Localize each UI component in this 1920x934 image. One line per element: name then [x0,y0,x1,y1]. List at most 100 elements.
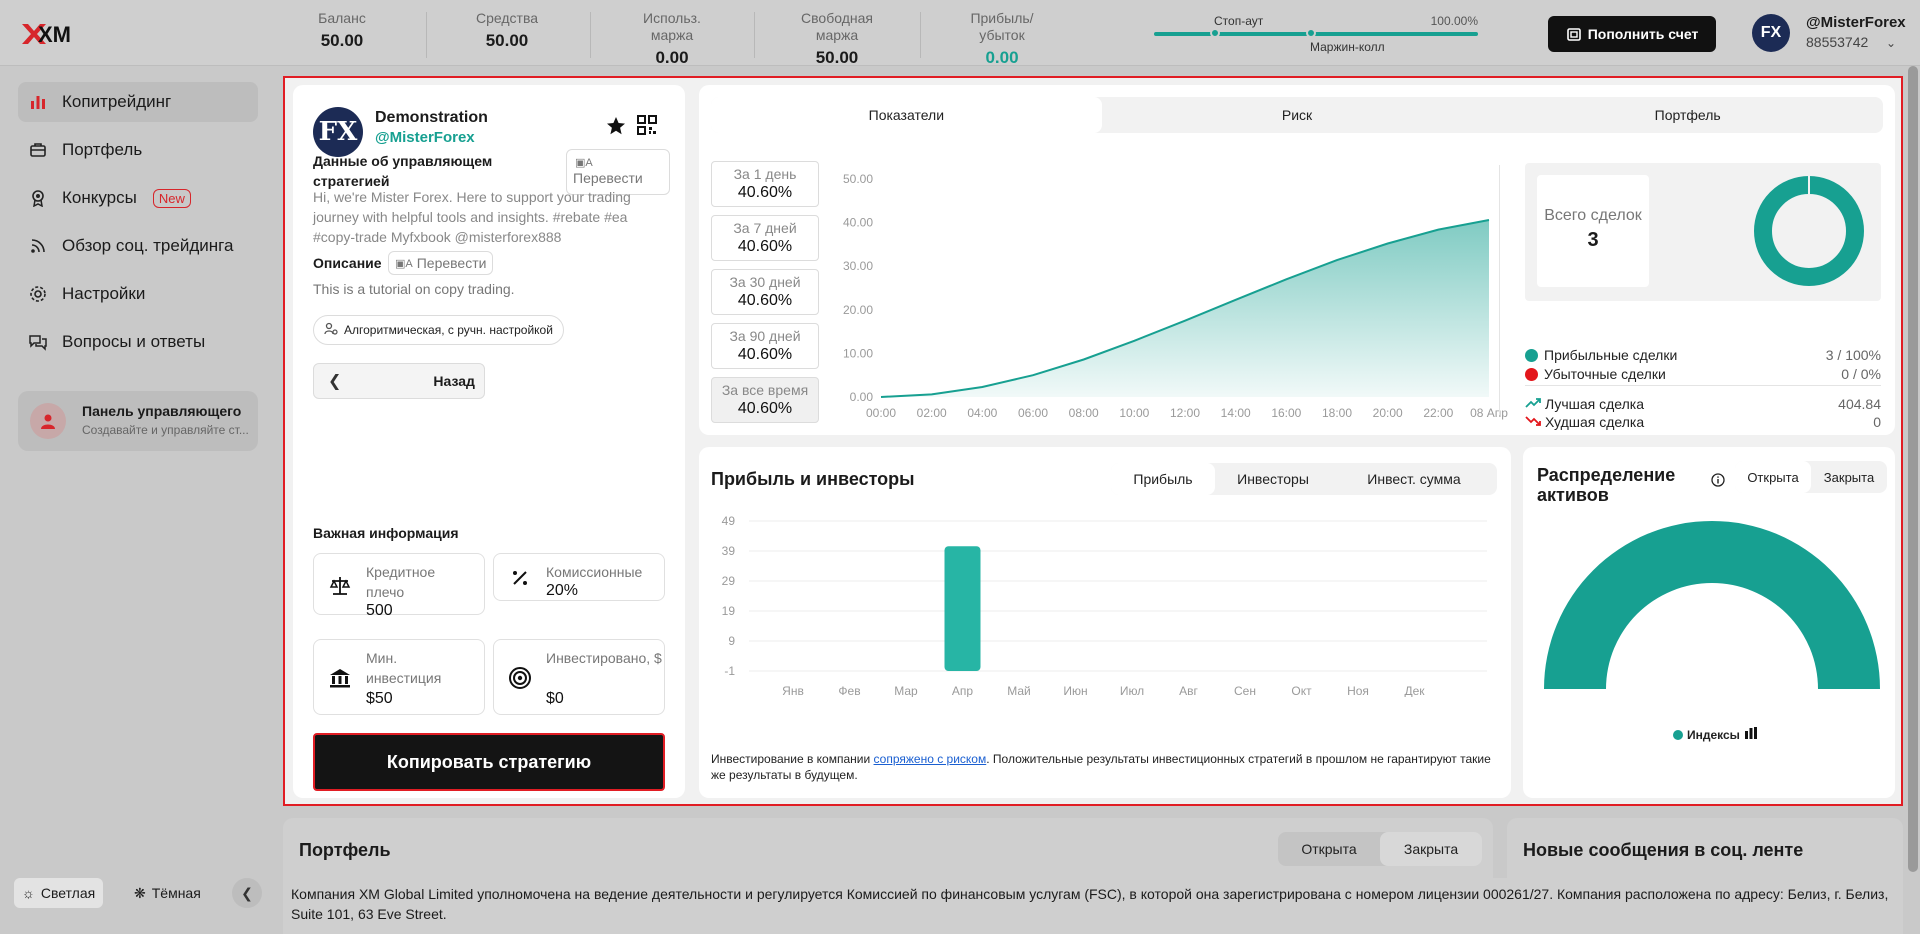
sidebar-item-faq[interactable]: Вопросы и ответы [18,322,258,362]
tab-open[interactable]: Открыта [1735,461,1811,493]
tab-indicators[interactable]: Показатели [711,97,1102,133]
sidebar-item-portfolio[interactable]: Портфель [18,130,258,170]
manager-user-icon [30,403,66,439]
x-tick-label: Мар [894,684,918,697]
description-label: Описание [313,255,382,271]
y-tick-label: 40.00 [843,216,873,230]
area-line [880,219,1490,398]
worst-deal-row: Худшая сделка 0 [1525,413,1881,431]
period-all-time[interactable]: За все время 40.60% [711,377,819,423]
x-tick-label: Дек [1404,684,1425,697]
info-icon[interactable] [1711,473,1725,487]
x-tick-label: Июн [1063,684,1087,697]
losing-deals-row: Убыточные сделки 0 / 0% [1525,365,1881,383]
x-tick-label: 16:00 [1271,406,1301,420]
sidebar-item-social-overview[interactable]: Обзор соц. трейдинга [18,226,258,266]
tab-investors[interactable]: Инвесторы [1237,471,1309,487]
page-scrollbar[interactable] [1908,66,1918,872]
sidebar-item-settings[interactable]: Настройки [18,274,258,314]
strategy-profile-card: FX Demonstration @MisterForex Данные об … [293,85,685,798]
back-button[interactable]: ❮ Назад [313,363,485,399]
equity-value: 50.00 [485,31,529,50]
tab-closed-positions[interactable]: Закрыта [1380,832,1482,866]
light-theme-label: Светлая [40,885,96,901]
risk-disclaimer: Инвестирование в компании сопряжено с ри… [711,751,1501,783]
invested-label: Инвестировано, $ [546,650,662,666]
allocation-gauge-chart: 100% [1544,521,1880,689]
asset-allocation-title: Распределение активов [1537,465,1676,505]
margin-track [1154,32,1478,36]
bar-chart-icon [1744,727,1758,742]
period-1d[interactable]: За 1 день 40.60% [711,161,819,207]
manager-panel-link[interactable]: Панель управляющего Создавайте и управля… [18,391,258,451]
invested-value: $0 [546,690,564,707]
total-deals-box: Всего сделок 3 [1537,175,1649,287]
stopout-percent: 100.00% [1430,14,1478,28]
x-tick-label: 12:00 [1170,406,1200,420]
tab-profit[interactable]: Прибыль [1111,463,1215,495]
medal-icon [28,188,48,208]
chat-icon [28,332,48,352]
tab-risk[interactable]: Риск [1281,107,1313,123]
stopout-label: Стоп-аут [1214,14,1264,28]
copy-strategy-button[interactable]: Копировать стратегию [313,733,665,791]
tab-open-positions[interactable]: Открыта [1301,841,1357,857]
deals-summary: Всего сделок 3 [1525,163,1881,301]
sidebar-item-copytrading[interactable]: Копитрейдинг [18,82,258,122]
period-value: 40.60% [737,292,793,309]
scales-icon [326,572,354,600]
svg-text:XM: XM [38,22,71,46]
profitable-deals-label: Прибыльные сделки [1544,347,1678,363]
period-value: 40.60% [737,346,793,363]
collapse-sidebar-button[interactable]: ❮ [232,878,262,908]
new-badge: New [152,188,191,208]
xm-logo[interactable]: XM [20,20,72,47]
deals-donut-chart [1754,176,1864,286]
manager-handle[interactable]: @MisterForex [375,129,475,146]
favorite-star-icon[interactable] [605,115,627,137]
x-tick-label: 18:00 [1322,406,1352,420]
period-label: За 1 день [733,166,797,182]
sidebar-item-contests[interactable]: Конкурсы New [18,178,258,218]
x-tick-label: 08 Апр [1470,406,1508,420]
qr-code-icon[interactable] [637,115,657,135]
dark-theme-button[interactable]: ❋ Тёмная [126,878,209,908]
wallet-icon [1566,28,1581,41]
allocation-tabs: Открыта Закрыта [1735,461,1887,493]
user-menu[interactable]: FX @MisterForex 88553742 ⌄ [1752,12,1912,56]
period-90d[interactable]: За 90 дней 40.60% [711,323,819,369]
profit-investors-card: Прибыль и инвесторы Прибыль Инвесторы Ин… [699,447,1511,798]
period-30d[interactable]: За 30 дней 40.60% [711,269,819,315]
period-7d[interactable]: За 7 дней 40.60% [711,215,819,261]
light-theme-button[interactable]: ☼ Светлая [14,878,104,908]
profit-investors-title: Прибыль и инвесторы [711,469,915,489]
portfolio-tabs: Открыта Закрыта [1278,832,1482,866]
disclaimer-text-start: Инвестирование в компании [711,752,874,766]
used-margin-value: 0.00 [655,48,689,67]
tab-closed[interactable]: Закрыта [1823,469,1875,485]
y-tick-label: 49 [722,514,736,528]
chevron-left-icon: ❮ [328,373,342,390]
profit-loss-value: 0.00 [985,48,1019,67]
gauge-slice [1544,521,1880,689]
total-deals-value: 3 [1587,229,1599,251]
profit-tabs: Прибыль Инвесторы Инвест. сумма [1111,463,1497,495]
y-tick-label: 0.00 [850,390,874,404]
equity-label: Средства [475,10,539,26]
y-tick-label: 19 [722,604,736,618]
asset-allocation-card: Распределение активов Открыта Закрыта 10… [1523,447,1895,798]
translate-icon: ▣A [395,257,413,270]
period-label: За 90 дней [729,328,801,344]
user-gear-icon [324,322,338,339]
deposit-button[interactable]: Пополнить счет [1548,16,1716,52]
x-tick-label: Окт [1291,684,1312,697]
translate-description-button[interactable]: ▣A Перевести [388,251,494,275]
risk-link[interactable]: сопряжено с риском [873,752,987,766]
translate-bio-button[interactable]: ▣A Перевести [566,149,670,195]
x-tick-label: Янв [782,684,804,697]
tab-invested-amount[interactable]: Инвест. сумма [1367,471,1461,487]
dark-theme-label: Тёмная [151,885,201,901]
tab-portfolio[interactable]: Портфель [1654,107,1721,123]
translate-icon: ▣A [575,157,593,169]
x-tick-label: Май [1007,684,1031,697]
